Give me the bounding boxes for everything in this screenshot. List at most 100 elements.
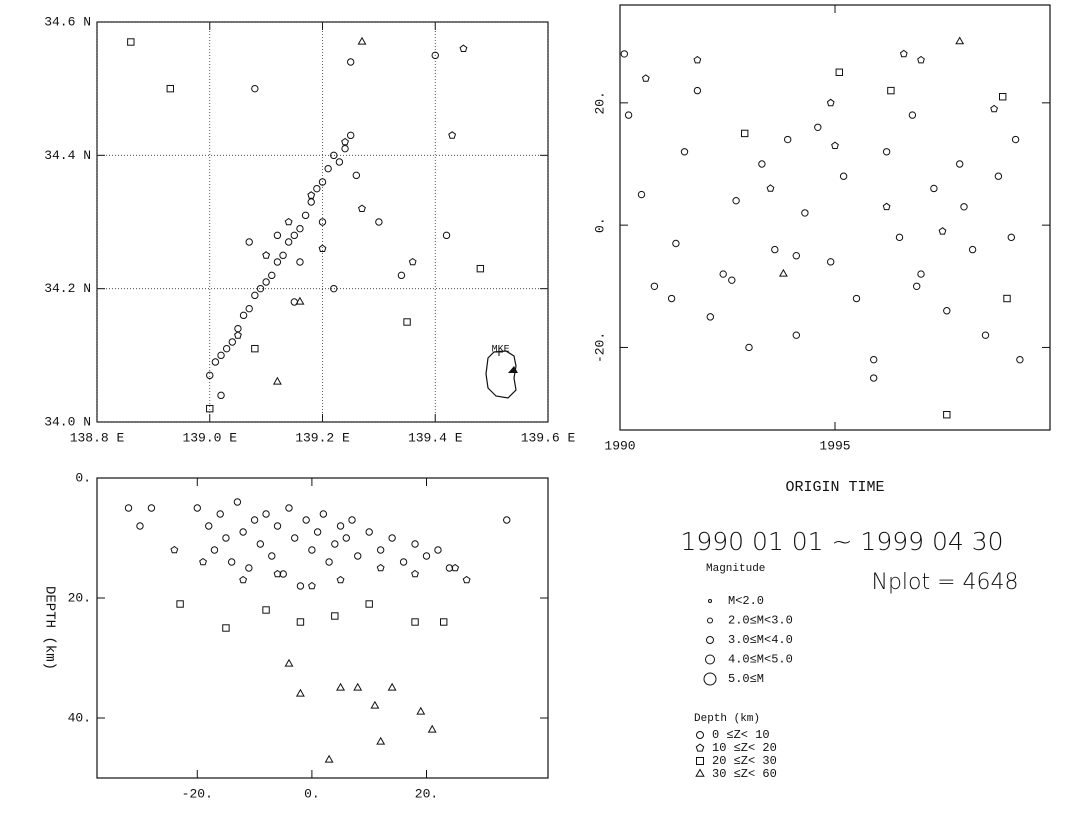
time-frame bbox=[619, 4, 1051, 431]
x-tick-label: 138.8 E bbox=[70, 430, 125, 445]
x-tick-label: 139.6 E bbox=[521, 430, 576, 445]
legend-symbol bbox=[708, 599, 712, 603]
y-tick-label: 0. bbox=[592, 217, 607, 233]
y-tick-label: 0. bbox=[75, 470, 91, 485]
quake-marker bbox=[999, 93, 1007, 101]
quake-marker bbox=[778, 268, 788, 277]
quake-marker bbox=[994, 172, 1003, 180]
x-tick-label: 1995 bbox=[819, 438, 850, 453]
quake-marker bbox=[801, 209, 809, 217]
quake-marker bbox=[408, 257, 417, 266]
x-tick-label: 139.2 E bbox=[295, 430, 350, 445]
quake-marker bbox=[336, 575, 345, 584]
legend-symbol bbox=[696, 731, 704, 739]
quake-marker bbox=[296, 224, 304, 233]
quake-marker bbox=[222, 624, 230, 632]
legend-entry: 5.0≤M bbox=[728, 672, 764, 686]
quake-marker bbox=[234, 331, 242, 339]
quake-marker bbox=[732, 196, 740, 205]
quake-marker bbox=[943, 411, 951, 419]
quake-marker bbox=[307, 198, 315, 206]
quake-marker bbox=[376, 546, 385, 554]
quake-marker bbox=[211, 358, 220, 366]
quake-marker bbox=[411, 618, 419, 626]
quake-marker bbox=[199, 557, 207, 566]
quake-marker bbox=[365, 600, 373, 608]
quake-marker bbox=[291, 534, 299, 542]
quake-marker bbox=[766, 184, 775, 192]
legend-entry: 20 ≤Z< 30 bbox=[712, 754, 777, 768]
quake-marker bbox=[222, 534, 230, 542]
quake-marker bbox=[290, 231, 299, 240]
quake-marker bbox=[1016, 355, 1024, 364]
y-tick-label: 34.0 N bbox=[44, 414, 91, 429]
quake-marker bbox=[1007, 233, 1015, 242]
quake-marker bbox=[831, 141, 839, 149]
quake-marker bbox=[741, 129, 749, 138]
quake-marker bbox=[387, 682, 397, 691]
y-tick-label: 20. bbox=[592, 91, 607, 114]
quake-marker bbox=[365, 528, 373, 536]
quake-marker bbox=[318, 218, 327, 226]
quake-marker bbox=[981, 331, 990, 339]
quake-marker bbox=[667, 294, 676, 303]
quake-marker bbox=[313, 528, 322, 536]
quake-marker bbox=[251, 291, 259, 300]
quake-marker bbox=[431, 51, 439, 60]
quake-marker bbox=[166, 84, 174, 93]
quake-marker bbox=[346, 58, 355, 66]
quake-marker bbox=[341, 137, 349, 146]
quake-marker bbox=[319, 510, 328, 518]
quake-marker bbox=[827, 258, 835, 266]
quake-marker bbox=[147, 504, 156, 512]
quake-marker bbox=[895, 233, 904, 242]
quake-marker bbox=[354, 552, 362, 560]
quake-marker bbox=[222, 344, 231, 353]
quake-marker bbox=[870, 374, 878, 382]
quake-marker bbox=[416, 706, 426, 715]
quake-marker bbox=[330, 151, 338, 160]
legend-entry: 0 ≤Z< 10 bbox=[712, 728, 770, 742]
x-tick-label: 0. bbox=[304, 786, 320, 801]
quake-marker bbox=[296, 582, 305, 590]
quake-marker bbox=[313, 184, 321, 193]
legend-symbol bbox=[706, 636, 714, 644]
legend-entry: 3.0≤M<4.0 bbox=[728, 633, 793, 647]
quake-marker bbox=[758, 160, 766, 168]
legend-symbol bbox=[703, 672, 717, 686]
quake-marker bbox=[899, 49, 908, 58]
legend-entry: 2.0≤M<3.0 bbox=[728, 614, 793, 628]
quake-marker bbox=[814, 123, 822, 132]
quake-marker bbox=[206, 404, 214, 413]
quake-marker bbox=[330, 284, 338, 293]
island-outline bbox=[485, 350, 517, 399]
quake-marker bbox=[411, 540, 419, 548]
quake-marker bbox=[680, 148, 689, 156]
quake-marker bbox=[624, 111, 633, 119]
quake-marker bbox=[376, 736, 386, 745]
quake-marker bbox=[262, 606, 270, 614]
legend-symbol bbox=[696, 757, 704, 765]
quake-marker bbox=[245, 238, 253, 246]
quake-marker bbox=[302, 516, 310, 524]
quake-marker bbox=[217, 391, 225, 400]
quake-marker bbox=[882, 202, 891, 211]
quake-marker bbox=[955, 36, 965, 45]
quake-marker bbox=[370, 700, 380, 709]
quake-marker bbox=[273, 522, 282, 530]
quake-marker bbox=[268, 271, 276, 280]
quake-marker bbox=[348, 516, 356, 524]
quake-marker bbox=[990, 104, 998, 113]
quake-marker bbox=[706, 313, 714, 321]
quake-marker bbox=[346, 131, 355, 140]
quake-marker bbox=[124, 504, 133, 512]
quake-marker bbox=[170, 545, 179, 554]
quake-marker bbox=[245, 564, 253, 572]
depth-axis-label: DEPTH (km) bbox=[41, 586, 57, 670]
quake-marker bbox=[353, 682, 363, 691]
x-tick-label: 139.0 E bbox=[182, 430, 237, 445]
quake-marker bbox=[882, 148, 891, 156]
x-tick-label: 1990 bbox=[604, 438, 635, 453]
quake-marker bbox=[771, 245, 779, 254]
